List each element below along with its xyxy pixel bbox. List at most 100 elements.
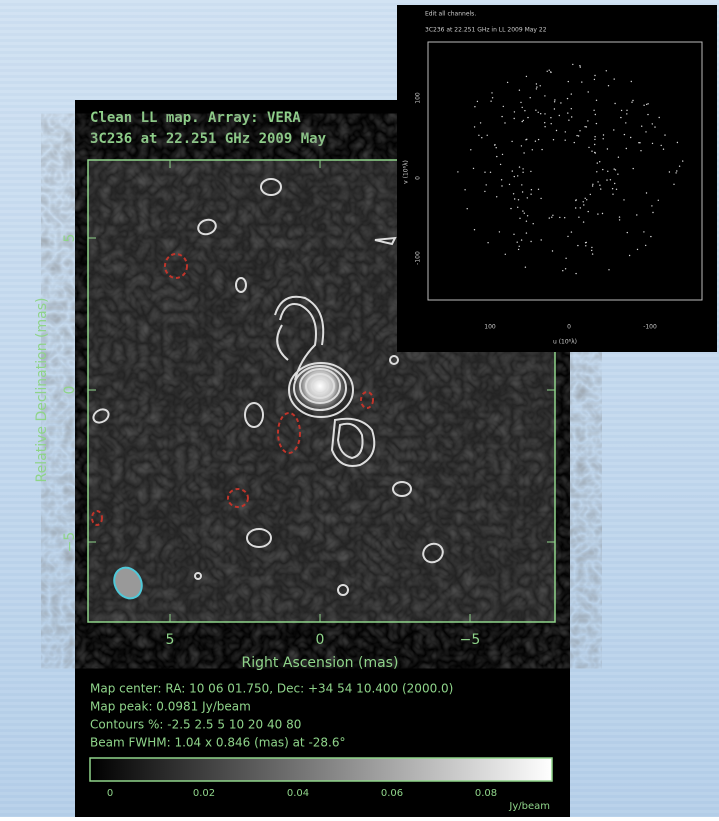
inset-panel: Edit all channels. 3C236 at 22.251 GHz i…	[397, 5, 717, 352]
uv-dot	[522, 171, 524, 173]
uv-dot	[487, 242, 489, 244]
uv-dot	[597, 213, 599, 215]
uv-dot	[546, 70, 548, 73]
y-tick-label: −5	[62, 532, 78, 553]
uv-dot	[600, 188, 602, 190]
uv-dot	[579, 130, 581, 132]
uv-dot	[618, 219, 621, 221]
uv-dot	[521, 184, 523, 186]
uv-dot	[550, 117, 552, 119]
uv-dot	[585, 241, 587, 244]
subtitle: 3C236 at 22.251 GHz in LL 2009 May 22	[425, 27, 547, 34]
uv-dot	[575, 207, 577, 209]
uv-dot	[657, 199, 659, 201]
uv-dot	[544, 126, 546, 128]
beam	[113, 566, 143, 600]
uv-dot	[522, 210, 524, 212]
uv-dot	[606, 179, 608, 181]
uv-dot	[553, 101, 556, 103]
uv-dot	[591, 246, 593, 249]
info-line: Contours %: -2.5 2.5 5 10 20 40 80	[90, 718, 301, 732]
uv-dot	[457, 171, 459, 173]
uv-dot	[636, 248, 639, 251]
uv-points	[457, 63, 684, 275]
uv-dot	[495, 147, 497, 149]
uv-dot	[651, 123, 653, 125]
uv-dot	[645, 192, 648, 194]
uv-dot	[537, 111, 539, 114]
uv-dot	[535, 83, 538, 85]
uv-dot	[573, 141, 575, 144]
uv-dot	[678, 165, 681, 167]
uv-dot	[540, 113, 542, 115]
uv-dot	[491, 97, 494, 99]
uv-dot	[593, 78, 596, 81]
uv-dot	[593, 109, 595, 112]
uv-dot	[645, 131, 647, 133]
uv-dot	[623, 133, 626, 136]
map-frame	[87, 159, 556, 623]
uv-dot	[628, 254, 631, 257]
uv-dot	[611, 188, 614, 190]
uv-dot	[484, 190, 486, 193]
uv-dot	[614, 182, 616, 185]
uv-dot	[518, 166, 521, 168]
uv-dot	[662, 148, 665, 150]
uv-dot	[548, 69, 550, 71]
colorbar-tick-label: 0.04	[287, 788, 309, 799]
info-line: Map peak: 0.0981 Jy/beam	[90, 700, 251, 714]
uv-dot	[504, 122, 506, 124]
colorbar-tick-label: 0.06	[381, 788, 403, 799]
x-tick-label: 0	[316, 632, 325, 648]
uv-dot	[511, 140, 513, 143]
uv-dot	[578, 216, 580, 218]
uv-dot	[540, 239, 542, 241]
uv-dot	[464, 189, 466, 191]
uv-dot	[620, 109, 623, 112]
uv-dot	[535, 109, 537, 111]
uv-dot	[631, 101, 633, 103]
uv-dot	[473, 229, 476, 231]
uv-dot	[518, 245, 520, 247]
uv-dot	[521, 120, 523, 123]
uv-dot	[594, 151, 596, 154]
uv-dot	[658, 116, 660, 119]
colorbar-tick-label: 0.02	[193, 788, 215, 799]
uv-dot	[530, 240, 532, 243]
uv-dot	[650, 235, 652, 238]
uv-dot	[494, 144, 496, 146]
uv-dot	[586, 199, 588, 201]
uv-dot	[570, 231, 573, 233]
uv-dot	[592, 183, 594, 185]
y-tick-label: 100	[415, 92, 422, 104]
uv-dot	[612, 193, 614, 195]
x-tick-label: 0	[567, 324, 571, 331]
uv-dot	[504, 253, 506, 255]
uv-dot	[550, 71, 552, 73]
uv-dot	[618, 216, 621, 218]
uv-dot	[640, 150, 642, 152]
uv-dot	[519, 217, 521, 219]
uv-dot	[470, 149, 472, 151]
uv-dot	[525, 232, 528, 234]
uv-dot	[608, 269, 610, 271]
uv-dot	[520, 101, 522, 104]
uv-dot	[594, 74, 596, 77]
uv-dot	[541, 148, 543, 151]
y-axis-label: Relative Declination (mas)	[34, 298, 50, 483]
uv-dot	[514, 198, 516, 200]
uv-dot	[584, 197, 586, 199]
uv-dot	[473, 126, 476, 128]
uv-dot	[508, 183, 511, 186]
uv-dot	[579, 65, 581, 67]
y-tick-label: 0	[415, 176, 422, 180]
uv-dot	[567, 235, 569, 238]
uv-dot	[500, 179, 503, 181]
subtitle: 3C236 at 22.251 GHz 2009 May	[90, 131, 327, 147]
uv-dot	[591, 150, 593, 152]
uv-dot	[643, 104, 645, 107]
uv-dot	[570, 108, 572, 110]
uv-dot	[472, 167, 475, 170]
uv-dot	[613, 78, 615, 80]
